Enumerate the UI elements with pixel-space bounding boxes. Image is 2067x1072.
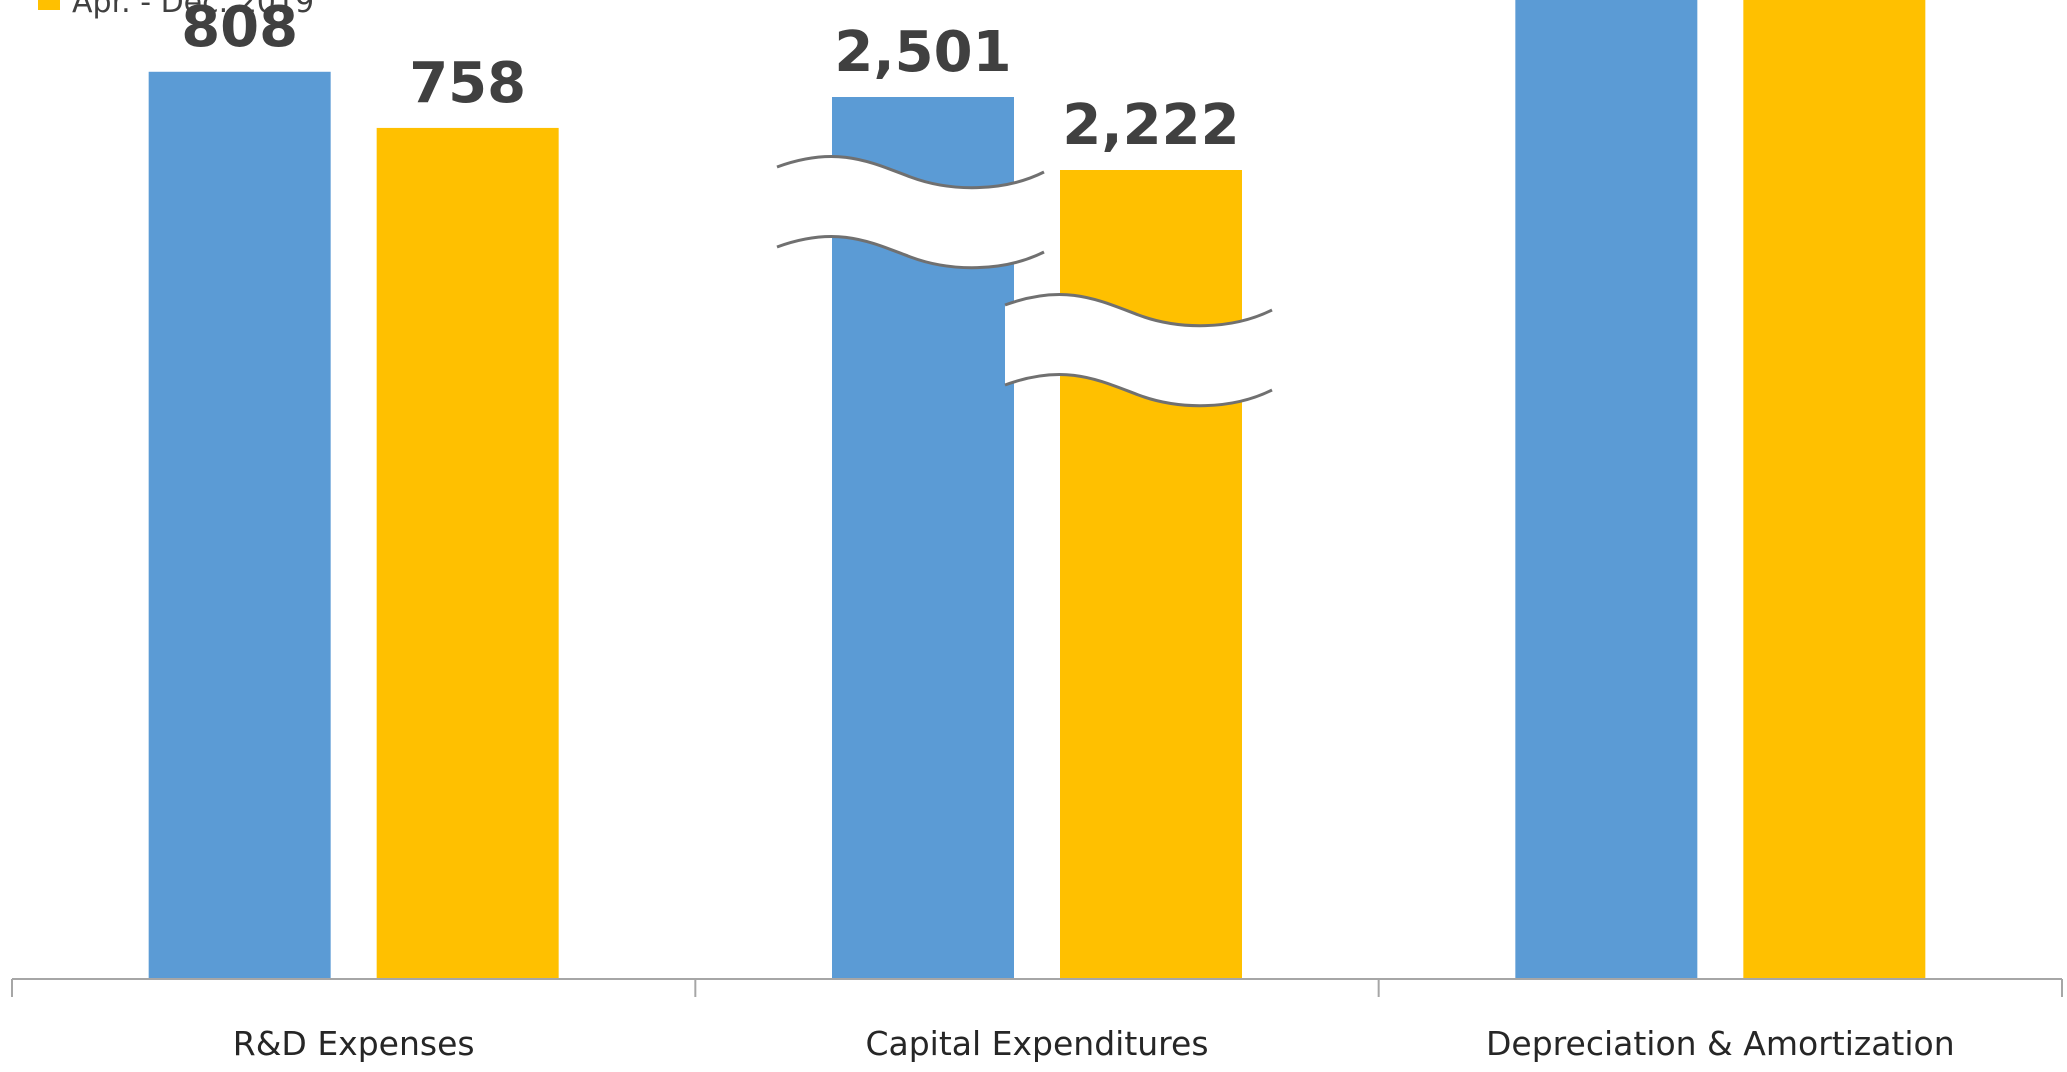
axis-break-line [1004,293,1273,328]
axis-break-line [776,155,1045,190]
data-label-capital-expenditures-series-2: 2,222 [1062,93,1239,158]
legend: Apr. - Dec. 2019 [38,0,314,20]
category-label-capital-expenditures: Capital Expenditures [865,1024,1208,1063]
axis-break-gap [1005,294,1272,406]
bar-depreciation-and-amortization-series-1 [1515,0,1698,980]
legend-label-series-2: Apr. - Dec. 2019 [72,0,314,20]
bar-randd-expenses-series-2 [376,127,559,979]
axis-break-marks [776,155,1273,408]
category-labels: R&D Expenses Capital Expenditures Deprecia… [233,1024,1955,1063]
axis-break-gap [777,156,1044,268]
category-label-depreciation-and-amortization: Depreciation & Amortization [1486,1024,1955,1063]
bar-capital-expenditures-series-2 [1060,170,1242,979]
category-label-randd-expenses: R&D Expenses [233,1024,475,1063]
axis-break-line [776,235,1045,270]
data-label-randd-expenses-series-1: 808 [181,0,298,60]
data-label-randd-expenses-series-2: 758 [409,51,526,116]
data-label-capital-expenditures-series-1: 2,501 [834,20,1011,85]
bar-depreciation-and-amortization-series-2 [1743,0,1926,979]
x-axis [11,978,2063,997]
bars [148,0,1926,980]
axis-break-line [1004,373,1273,408]
bar-randd-expenses-series-1 [148,71,331,980]
legend-swatch-series-2 [38,0,60,10]
